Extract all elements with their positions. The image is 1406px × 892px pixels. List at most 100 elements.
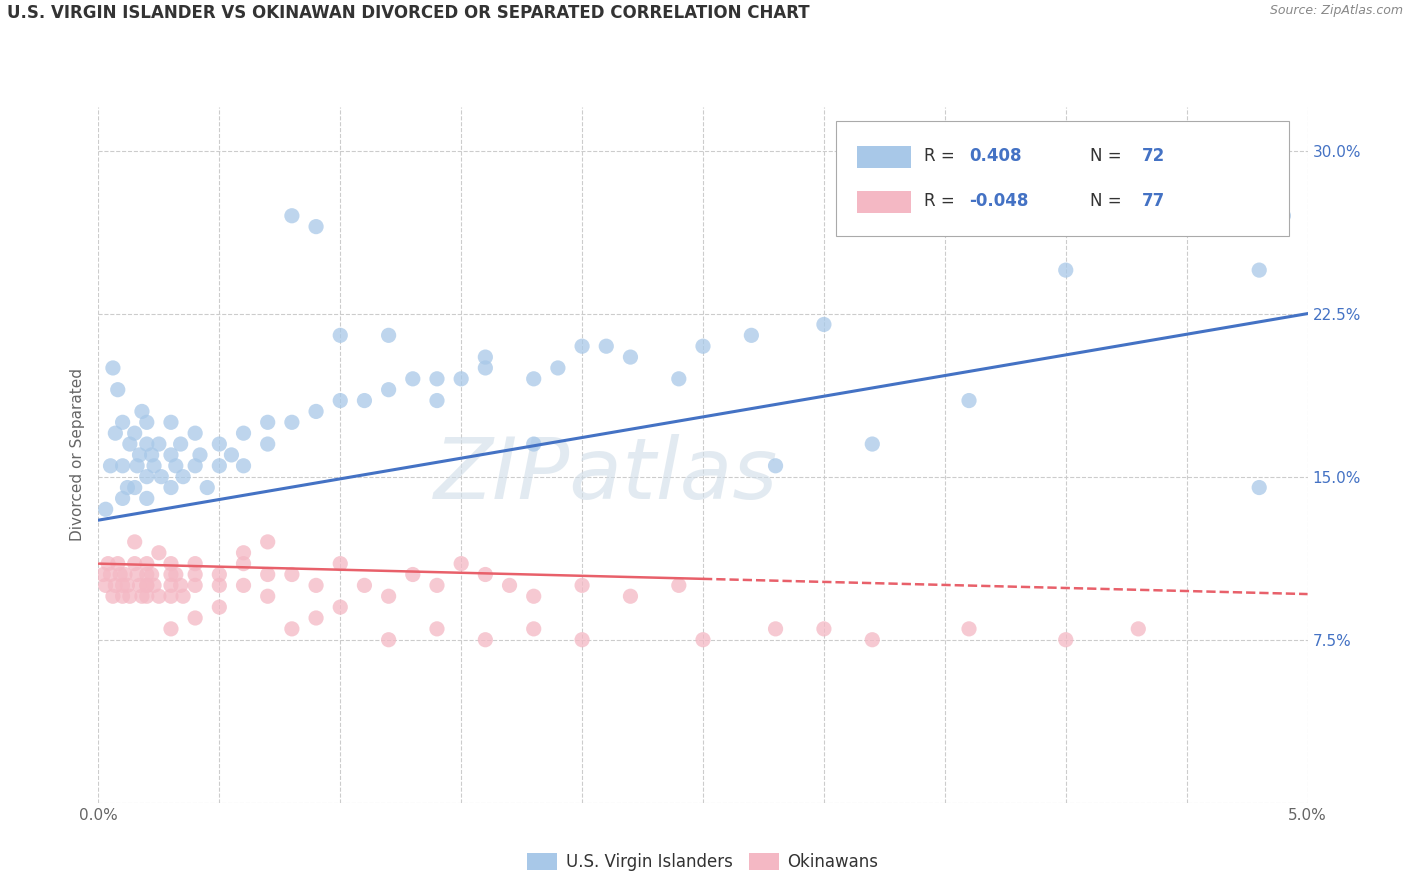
Point xyxy=(523,437,546,451)
Point xyxy=(135,589,157,603)
Point xyxy=(1054,263,1077,277)
Point xyxy=(329,328,352,343)
Point xyxy=(150,469,173,483)
Point xyxy=(232,557,254,571)
Point xyxy=(377,632,399,647)
Text: -0.048: -0.048 xyxy=(969,192,1028,210)
Point xyxy=(232,546,254,560)
Point xyxy=(118,437,141,451)
Point xyxy=(957,622,980,636)
Point xyxy=(450,557,472,571)
Point xyxy=(188,448,211,462)
Point xyxy=(305,219,328,234)
Point xyxy=(124,481,146,495)
Point xyxy=(523,372,546,386)
Point xyxy=(111,589,134,603)
Point xyxy=(128,578,150,592)
Point xyxy=(474,567,496,582)
Point xyxy=(474,360,496,375)
Point xyxy=(329,600,352,615)
Point xyxy=(281,415,304,429)
Point xyxy=(668,578,690,592)
Point xyxy=(107,383,129,397)
Point xyxy=(208,437,231,451)
Point xyxy=(256,437,278,451)
Point xyxy=(135,437,157,451)
Point xyxy=(184,567,207,582)
Point xyxy=(1272,209,1295,223)
Text: N =: N = xyxy=(1090,147,1126,165)
Point xyxy=(860,632,883,647)
Point xyxy=(619,589,641,603)
Point xyxy=(571,339,593,353)
Point xyxy=(111,578,134,592)
Point xyxy=(172,589,194,603)
Point xyxy=(127,567,149,582)
FancyBboxPatch shape xyxy=(837,121,1289,235)
Point xyxy=(124,535,146,549)
Point xyxy=(141,567,163,582)
Point xyxy=(305,578,328,592)
Point xyxy=(143,578,166,592)
Point xyxy=(108,567,131,582)
Point xyxy=(547,360,569,375)
Point xyxy=(860,437,883,451)
Point xyxy=(740,328,762,343)
Point xyxy=(148,546,170,560)
Point xyxy=(450,372,472,386)
Point xyxy=(1128,622,1150,636)
Point xyxy=(135,557,157,571)
Point xyxy=(221,448,243,462)
Point xyxy=(160,589,183,603)
Text: U.S. VIRGIN ISLANDER VS OKINAWAN DIVORCED OR SEPARATED CORRELATION CHART: U.S. VIRGIN ISLANDER VS OKINAWAN DIVORCE… xyxy=(7,4,810,22)
Point xyxy=(165,458,187,473)
Y-axis label: Divorced or Separated: Divorced or Separated xyxy=(70,368,86,541)
Point xyxy=(94,578,117,592)
Point xyxy=(256,567,278,582)
Point xyxy=(208,567,231,582)
Text: 72: 72 xyxy=(1142,147,1166,165)
Point xyxy=(232,458,254,473)
Point xyxy=(208,458,231,473)
Point xyxy=(377,383,399,397)
Point xyxy=(1249,263,1271,277)
Point xyxy=(426,622,449,636)
Point xyxy=(160,415,183,429)
Point xyxy=(101,589,124,603)
Point xyxy=(169,437,191,451)
Point xyxy=(195,481,218,495)
Point xyxy=(256,589,278,603)
Point xyxy=(377,328,399,343)
Point xyxy=(100,567,122,582)
Text: ZIPatlas: ZIPatlas xyxy=(434,434,779,517)
Point xyxy=(474,350,496,364)
Point xyxy=(498,578,520,592)
FancyBboxPatch shape xyxy=(856,146,911,169)
Point xyxy=(160,448,183,462)
Point xyxy=(232,578,254,592)
Point xyxy=(97,557,120,571)
Point xyxy=(208,600,231,615)
Point xyxy=(148,589,170,603)
Point xyxy=(668,372,690,386)
Point xyxy=(765,622,787,636)
Point xyxy=(172,469,194,483)
Text: N =: N = xyxy=(1090,192,1126,210)
Point xyxy=(281,567,304,582)
Point xyxy=(1054,632,1077,647)
Point xyxy=(692,339,714,353)
Point xyxy=(232,426,254,441)
Point xyxy=(256,535,278,549)
Point xyxy=(104,426,127,441)
Point xyxy=(184,611,207,625)
Point xyxy=(169,578,191,592)
Point xyxy=(124,557,146,571)
Point xyxy=(765,458,787,473)
FancyBboxPatch shape xyxy=(856,191,911,213)
Point xyxy=(135,415,157,429)
Point xyxy=(165,567,187,582)
Point xyxy=(135,567,157,582)
Point xyxy=(377,589,399,603)
Point xyxy=(353,578,375,592)
Point xyxy=(111,458,134,473)
